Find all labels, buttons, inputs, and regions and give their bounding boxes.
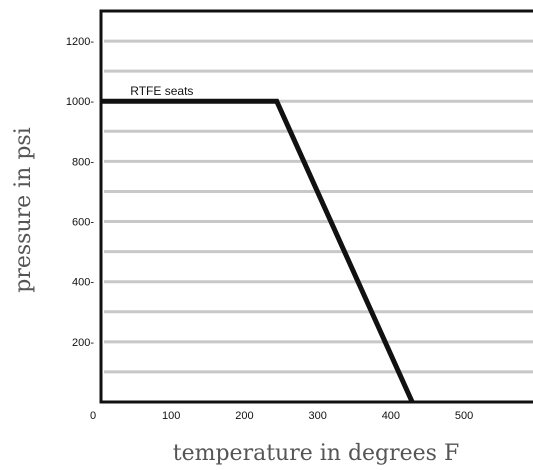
- x-axis-title: temperature in degrees F: [173, 441, 459, 466]
- y-tick-label: 400-: [72, 277, 94, 289]
- y-tick-label: 1200-: [66, 36, 94, 48]
- x-tick-label: 500: [455, 410, 473, 422]
- plot-frame-border: [99, 9, 533, 404]
- x-tick-label: 400: [382, 410, 400, 422]
- x-tick-labels: 0 100 200 300 400 500: [90, 410, 473, 422]
- y-tick-label: 200-: [72, 337, 94, 349]
- x-tick-label: 200: [235, 410, 253, 422]
- y-tick-label: 600-: [72, 217, 94, 229]
- x-tick-label: 0: [90, 410, 96, 422]
- y-axis-title: pressure in psi: [11, 127, 36, 293]
- x-tick-label: 300: [308, 410, 326, 422]
- series-annotation-rtfe-seats: RTFE seats: [130, 84, 193, 98]
- y-tick-label: 1000-: [66, 96, 94, 108]
- x-tick-label: 100: [162, 410, 180, 422]
- y-tick-labels: 200- 400- 600- 800- 1000- 1200-: [66, 36, 94, 349]
- series-line-rtfe-seats: [101, 98, 415, 404]
- series-lines: [101, 98, 415, 404]
- plot-frame: [99, 9, 533, 404]
- gridlines: [104, 39, 533, 374]
- y-tick-label: 800-: [72, 156, 94, 168]
